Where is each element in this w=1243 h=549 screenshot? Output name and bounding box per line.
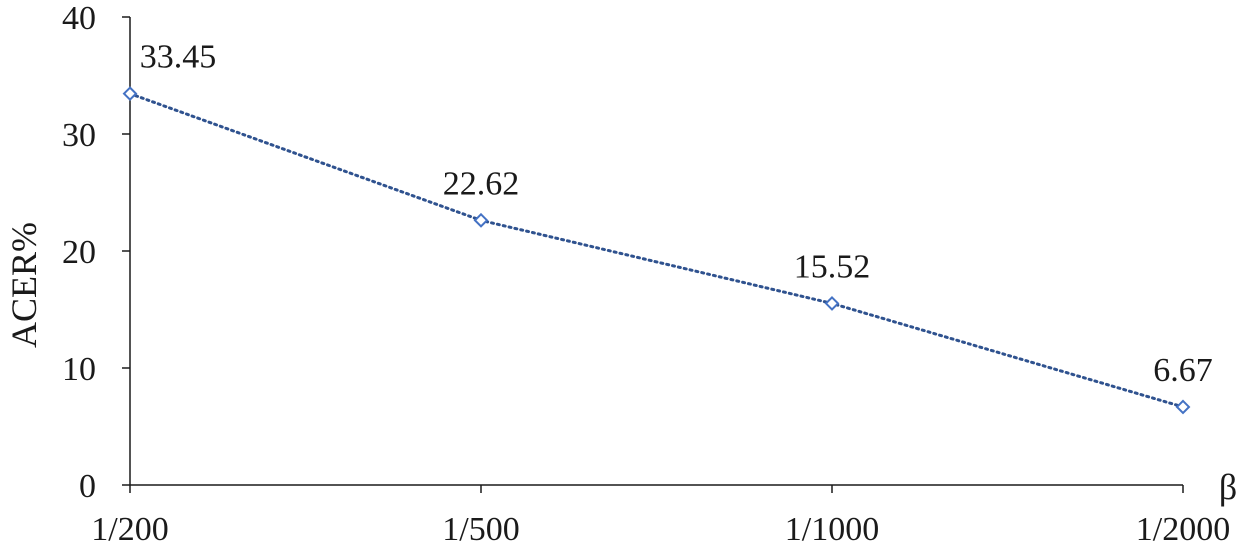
axes [129, 17, 1183, 486]
x-tick-label: 1/2000 [1136, 511, 1230, 548]
data-point-marker [473, 212, 489, 228]
y-ticks: 0 10 20 30 40 [62, 0, 130, 505]
y-tick-label: 0 [79, 468, 96, 505]
series-line [128, 92, 1185, 409]
y-tick-label: 20 [62, 234, 96, 271]
y-tick-label: 30 [62, 117, 96, 154]
y-axis-label: ACER% [4, 222, 44, 348]
x-tick-label: 1/1000 [785, 511, 879, 548]
x-tick-label: 1/500 [442, 511, 519, 548]
data-point-label: 33.45 [140, 39, 217, 76]
data-point-label: 6.67 [1153, 352, 1213, 389]
series-layer [122, 86, 1191, 415]
x-axis-label: β [1219, 467, 1237, 507]
y-tick-label: 10 [62, 351, 96, 388]
data-point-marker [1175, 399, 1191, 415]
data-point-marker [122, 86, 138, 102]
x-ticks: 1/200 1/500 1/1000 1/2000 [91, 485, 1230, 548]
data-labels: 33.45 22.62 15.52 6.67 [140, 39, 1213, 389]
data-point-label: 22.62 [443, 165, 520, 202]
y-tick-label: 40 [62, 0, 96, 37]
x-tick-label: 1/200 [91, 511, 168, 548]
data-point-label: 15.52 [794, 248, 871, 285]
data-point-marker [824, 296, 840, 311]
